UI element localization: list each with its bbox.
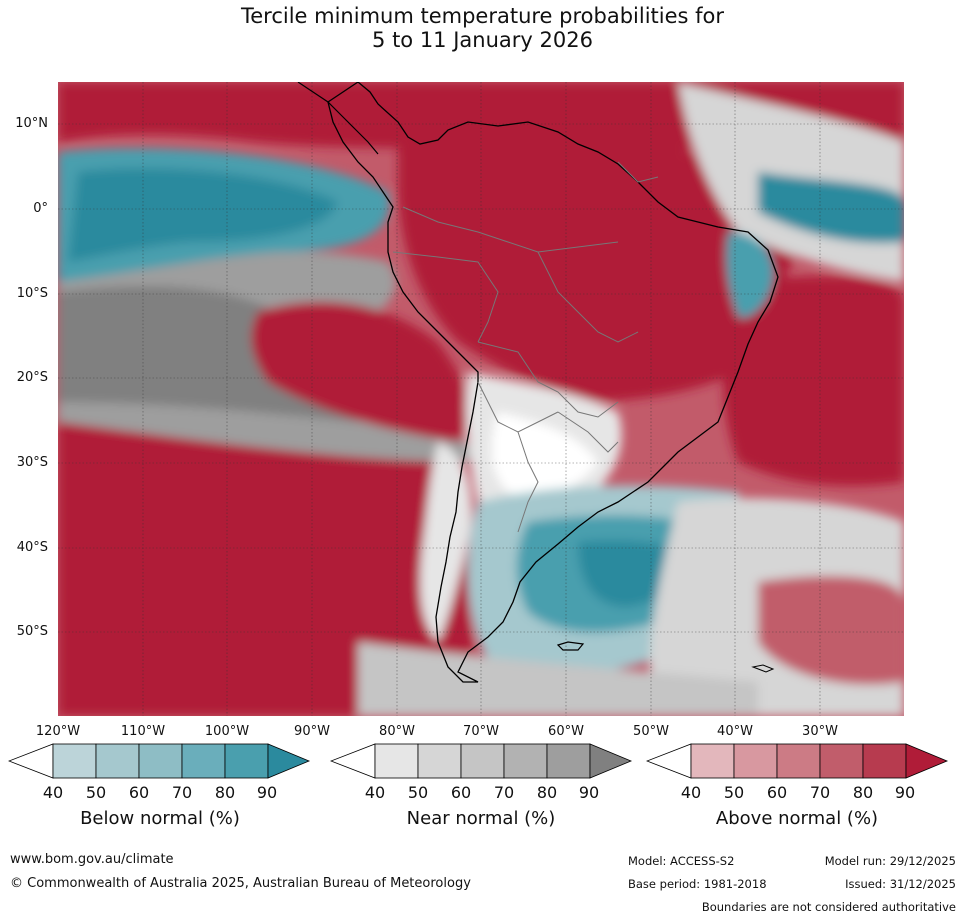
below-tick-60: 60 — [128, 783, 150, 802]
lon-label-90w: 90°W — [294, 724, 330, 739]
above-colorbar-bin — [862, 743, 907, 779]
lon-label-60w: 60°W — [548, 724, 584, 739]
below-colorbar-bin — [95, 743, 140, 779]
model-run-text: Model run: 29/12/2025 — [824, 854, 956, 868]
above-colorbar-bin — [776, 743, 821, 779]
south-georgia — [751, 664, 775, 673]
lon-label-110w: 110°W — [120, 724, 166, 739]
above-tick-40: 40 — [680, 783, 702, 802]
below-colorbar-low-arrow — [8, 743, 54, 779]
above-colorbar-bin — [819, 743, 864, 779]
lat-label-20s: 20°S — [16, 370, 48, 385]
near-colorbar-bin — [460, 743, 505, 779]
colorbar-near — [330, 743, 633, 779]
below-colorbar-bin — [52, 743, 97, 779]
map-title: Tercile minimum temperature probabilitie… — [0, 4, 965, 52]
below-tick-70: 70 — [171, 783, 193, 802]
lon-label-70w: 70°W — [463, 724, 499, 739]
near-colorbar-low-arrow — [330, 743, 376, 779]
south-america-coastline — [327, 82, 779, 683]
above-colorbar-bin — [690, 743, 735, 779]
title-line-1: Tercile minimum temperature probabilitie… — [240, 4, 725, 28]
above-tick-50: 50 — [723, 783, 745, 802]
copyright-text: © Commonwealth of Australia 2025, Austra… — [10, 876, 471, 891]
near-colorbar-bin — [374, 743, 419, 779]
issued-text: Issued: 31/12/2025 — [845, 877, 956, 891]
base-period-text: Base period: 1981-2018 — [628, 877, 767, 891]
lon-label-50w: 50°W — [633, 724, 669, 739]
country-borders — [392, 161, 659, 533]
near-tick-90: 90 — [578, 783, 600, 802]
near-tick-70: 70 — [493, 783, 515, 802]
boundaries-disclaimer: Boundaries are not considered authoritat… — [701, 900, 956, 914]
probability-map — [58, 82, 904, 716]
lat-label-10n: 10°N — [15, 116, 48, 131]
below-colorbar-high-arrow — [267, 743, 311, 779]
probability-fields — [58, 82, 904, 716]
graticule — [58, 82, 904, 716]
near-normal-label: Near normal (%) — [406, 808, 556, 829]
below-normal-label: Below normal (%) — [80, 808, 240, 829]
falkland-islands — [556, 641, 585, 651]
above-normal-label: Above normal (%) — [715, 808, 879, 829]
above-tick-80: 80 — [852, 783, 874, 802]
website-link[interactable]: www.bom.gov.au/climate — [10, 852, 174, 867]
title-line-2: 5 to 11 January 2026 — [372, 28, 593, 52]
below-colorbar-bin — [181, 743, 226, 779]
below-colorbar-bin — [224, 743, 269, 779]
near-colorbar-bin — [417, 743, 462, 779]
lon-label-30w: 30°W — [802, 724, 838, 739]
above-colorbar-bin — [733, 743, 778, 779]
above-colorbar-high-arrow — [905, 743, 949, 779]
below-colorbar-bin — [138, 743, 183, 779]
near-tick-50: 50 — [407, 783, 429, 802]
above-colorbar-low-arrow — [646, 743, 692, 779]
lat-label-30s: 30°S — [16, 455, 48, 470]
near-tick-60: 60 — [450, 783, 472, 802]
lon-label-120w: 120°W — [35, 724, 81, 739]
lon-label-40w: 40°W — [717, 724, 753, 739]
lon-label-100w: 100°W — [204, 724, 250, 739]
central-america-coastline — [297, 82, 379, 155]
near-tick-40: 40 — [364, 783, 386, 802]
below-tick-40: 40 — [42, 783, 64, 802]
lat-label-0: 0° — [33, 201, 48, 216]
above-tick-90: 90 — [894, 783, 916, 802]
lat-label-40s: 40°S — [16, 540, 48, 555]
model-text: Model: ACCESS-S2 — [628, 854, 735, 868]
lon-label-80w: 80°W — [379, 724, 415, 739]
above-tick-70: 70 — [809, 783, 831, 802]
below-tick-90: 90 — [256, 783, 278, 802]
colorbar-below — [8, 743, 311, 779]
near-tick-80: 80 — [536, 783, 558, 802]
colorbar-above — [646, 743, 949, 779]
below-tick-80: 80 — [214, 783, 236, 802]
above-tick-60: 60 — [766, 783, 788, 802]
lat-label-10s: 10°S — [16, 286, 48, 301]
near-colorbar-high-arrow — [589, 743, 633, 779]
lat-label-50s: 50°S — [16, 624, 48, 639]
below-tick-50: 50 — [85, 783, 107, 802]
near-colorbar-bin — [546, 743, 591, 779]
near-colorbar-bin — [503, 743, 548, 779]
